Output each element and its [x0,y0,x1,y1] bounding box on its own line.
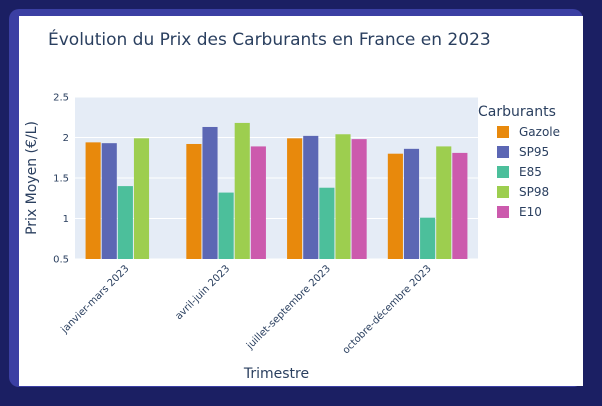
bar-sp98-2[interactable] [335,134,351,259]
bar-gazole-3[interactable] [387,153,403,259]
legend-label-e85[interactable]: E85 [519,165,542,179]
y-tick-label: 1 [63,214,69,225]
y-axis-ticks: 0.5 1 1.5 2 2.5 [53,93,69,266]
bar-gazole-1[interactable] [186,143,202,259]
chart-svg: Évolution du Prix des Carburants en Fran… [24,28,560,382]
bar-sp98-1[interactable] [234,122,250,259]
legend-label-sp98[interactable]: SP98 [519,185,549,199]
x-tick-label: janvier-mars 2023 [59,263,132,336]
bar-sp98-3[interactable] [436,146,452,259]
legend-swatch-gazole[interactable] [497,126,509,138]
legend-swatch-e85[interactable] [497,166,509,178]
bar-e85-0[interactable] [117,186,133,259]
bar-e85-3[interactable] [420,217,436,259]
bar-gazole-0[interactable] [85,142,101,259]
bar-e10-3[interactable] [452,152,468,259]
chart-title: Évolution du Prix des Carburants en Fran… [48,28,491,50]
bar-sp95-1[interactable] [202,126,218,259]
bars [85,122,468,259]
bar-sp95-3[interactable] [403,148,420,259]
y-axis-title: Prix Moyen (€/L) [24,121,40,235]
x-axis-ticks: janvier-mars 2023 avril-juin 2023 juillet-… [59,263,434,357]
bar-sp98-0[interactable] [133,138,150,259]
y-tick-label: 0.5 [53,255,69,266]
y-tick-label: 1.5 [53,174,69,185]
legend-label-e10[interactable]: E10 [519,205,542,219]
legend-label-gazole[interactable]: Gazole [519,125,560,139]
bar-sp95-2[interactable] [303,135,319,259]
bar-gazole-2[interactable] [287,138,303,259]
bar-e85-1[interactable] [218,192,234,259]
bar-e10-1[interactable] [250,146,266,259]
bar-sp95-0[interactable] [101,143,117,259]
legend-label-sp95[interactable]: SP95 [519,145,549,159]
x-axis-title: Trimestre [243,366,309,382]
legend-swatch-sp95[interactable] [497,146,509,158]
legend-title: Carburants [478,104,556,120]
y-tick-label: 2.5 [53,93,69,104]
legend-swatch-sp98[interactable] [497,186,509,198]
x-tick-label: juillet-septembre 2023 [244,263,333,352]
x-tick-label: octobre-décembre 2023 [340,263,434,357]
chart-panel: Évolution du Prix des Carburants en Fran… [19,16,583,386]
legend-swatch-e10[interactable] [497,206,509,218]
bar-e10-2[interactable] [351,139,367,259]
legend[interactable]: Carburants Gazole SP95 E85 SP98 E10 [478,104,560,219]
y-tick-label: 2 [63,133,69,144]
x-tick-label: avril-juin 2023 [173,263,232,322]
bar-e85-2[interactable] [319,187,335,259]
